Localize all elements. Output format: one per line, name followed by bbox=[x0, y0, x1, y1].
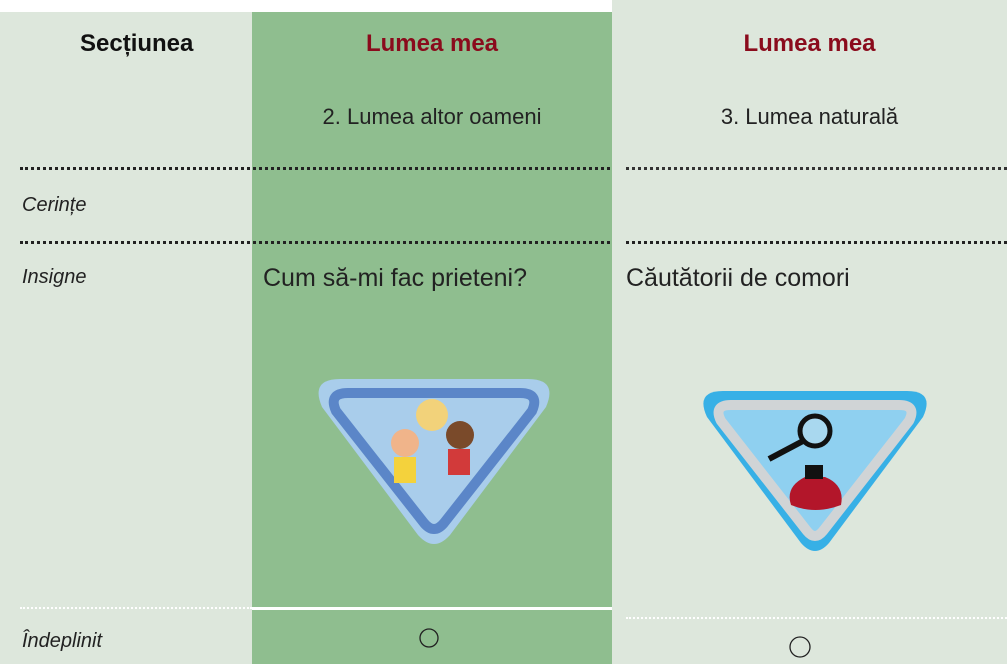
checkbox[interactable] bbox=[418, 627, 440, 649]
column-bg bbox=[0, 12, 252, 664]
checkbox[interactable] bbox=[788, 635, 812, 659]
header-cell: Lumea mea bbox=[365, 30, 499, 57]
column-bg bbox=[252, 12, 612, 664]
column-bg bbox=[612, 0, 1007, 664]
separator bbox=[20, 241, 610, 244]
badge-name: Căutătorii de comori bbox=[626, 264, 850, 292]
separator bbox=[20, 607, 252, 609]
badge bbox=[703, 391, 927, 551]
separator bbox=[626, 617, 1007, 619]
subheader-cell: 2. Lumea altor oameni bbox=[322, 104, 542, 129]
subheader-cell: 3. Lumea naturală bbox=[720, 104, 899, 129]
badge bbox=[318, 379, 550, 544]
row-label: Îndeplinit bbox=[22, 630, 103, 652]
badge-name: Cum să-mi fac prieteni? bbox=[263, 264, 527, 292]
row-label: Cerințe bbox=[22, 194, 87, 216]
separator bbox=[626, 167, 1007, 170]
row-label: Insigne bbox=[22, 266, 87, 288]
header-cell: Secțiunea bbox=[80, 30, 194, 57]
separator bbox=[20, 167, 610, 170]
header-cell: Lumea mea bbox=[743, 30, 876, 57]
separator bbox=[252, 607, 612, 610]
separator bbox=[626, 241, 1007, 244]
